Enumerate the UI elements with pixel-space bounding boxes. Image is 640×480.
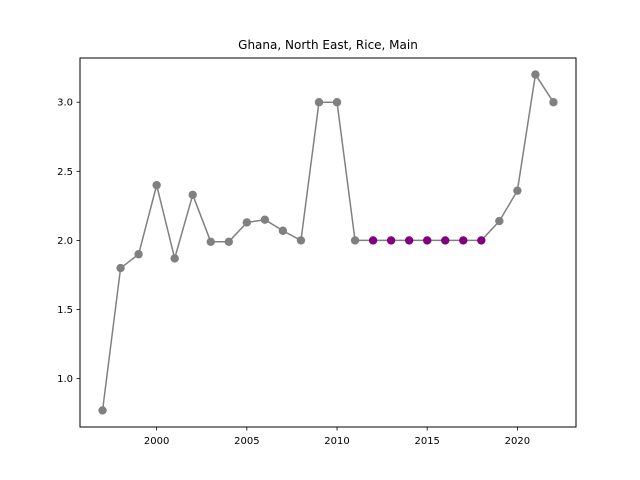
plot-area bbox=[79, 57, 577, 428]
data-point bbox=[350, 236, 360, 245]
x-tick-label: 2020 bbox=[505, 436, 530, 447]
data-point bbox=[98, 406, 107, 415]
data-point bbox=[296, 236, 306, 245]
highlighted-data-point bbox=[386, 236, 396, 245]
data-point bbox=[170, 254, 179, 263]
data-point bbox=[314, 98, 324, 107]
y-tick-label: 3.0 bbox=[57, 98, 73, 109]
y-axis: 1.0 1.5 2.0 2.5 3.0 bbox=[57, 98, 80, 385]
data-point bbox=[531, 70, 540, 79]
y-tick-label: 1.5 bbox=[57, 305, 73, 316]
data-point bbox=[278, 226, 288, 235]
data-point bbox=[495, 216, 504, 226]
data-point bbox=[242, 218, 252, 227]
data-point bbox=[549, 98, 558, 107]
y-tick-label: 2.5 bbox=[57, 167, 73, 178]
x-axis: 2000 2005 2010 2015 2020 bbox=[144, 427, 530, 447]
x-tick-label: 2000 bbox=[144, 436, 169, 447]
data-point bbox=[134, 250, 143, 259]
x-tick-label: 2005 bbox=[234, 436, 259, 447]
x-tick-label: 2015 bbox=[414, 436, 439, 447]
data-point bbox=[188, 190, 197, 200]
data-point bbox=[513, 186, 522, 195]
data-point bbox=[152, 180, 161, 190]
chart-title: Ghana, North East, Rice, Main bbox=[238, 38, 418, 52]
highlighted-data-point bbox=[459, 236, 468, 245]
x-tick-label: 2010 bbox=[324, 436, 349, 447]
y-tick-label: 2.0 bbox=[57, 236, 73, 247]
highlighted-data-point bbox=[477, 236, 486, 245]
y-tick-label: 1.0 bbox=[57, 374, 73, 385]
data-point bbox=[116, 263, 125, 273]
highlighted-data-point bbox=[441, 236, 450, 245]
highlighted-data-point bbox=[404, 236, 414, 245]
series-layer bbox=[98, 70, 558, 415]
highlighted-data-point bbox=[423, 236, 432, 245]
data-point bbox=[260, 215, 270, 224]
data-point bbox=[224, 237, 233, 247]
data-point bbox=[206, 237, 215, 247]
data-point bbox=[332, 98, 342, 107]
highlighted-data-point bbox=[368, 236, 378, 245]
